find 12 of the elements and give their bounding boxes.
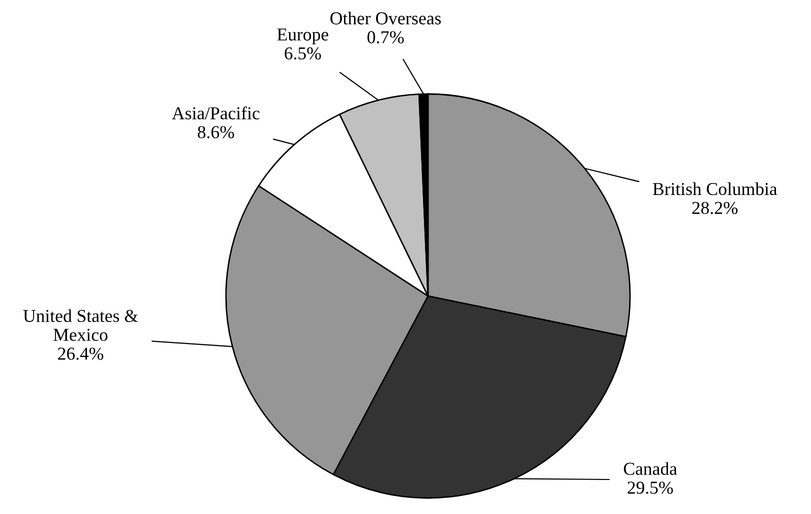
- slice-label: Asia/Pacific: [172, 106, 260, 120]
- data-label: 28.2%: [692, 202, 738, 214]
- data-label: 26.4%: [58, 348, 104, 360]
- slice-label: Canada: [624, 462, 678, 475]
- slice-label: Other Overseas: [330, 12, 441, 24]
- slice-label: Europe: [277, 28, 328, 44]
- data-label: 0.7%: [367, 31, 404, 44]
- slice-label: British Columbia: [652, 182, 778, 196]
- slice-label: United States & Mexico: [23, 309, 138, 341]
- data-label: 6.5%: [284, 47, 321, 60]
- data-label: 29.5%: [628, 482, 673, 494]
- data-label: 8.6%: [198, 126, 234, 138]
